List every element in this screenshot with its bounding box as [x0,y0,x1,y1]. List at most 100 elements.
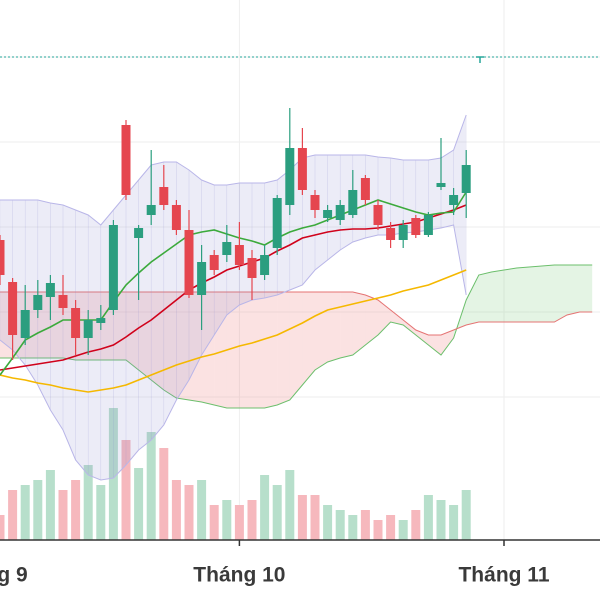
candle-body [58,295,68,308]
x-tick-label: Tháng 9 [0,564,28,587]
volume-bar [20,485,30,540]
cloud-fill [50,292,63,358]
candle-body [297,148,307,190]
volume-bar [373,520,383,540]
candle-body [108,225,118,310]
candle-body [121,125,131,195]
band-upper [0,114,467,226]
cloud-fill [365,295,378,345]
cloud-fill [126,292,139,370]
candle-body [423,215,433,235]
cloud-span-a [0,264,593,409]
cloud-fill [579,265,593,312]
cloud-fill [352,292,366,355]
volume-bar [386,515,396,540]
candle-body [96,318,106,323]
candle-body [411,218,421,235]
cloud-fill [289,292,303,400]
band-fill [440,149,454,229]
volume-bar [134,468,144,540]
candle-body [8,282,18,335]
candle-body [260,255,270,275]
cloud-fill [390,310,404,325]
volume-bar [398,520,408,540]
candle-body [449,195,459,205]
volume-bar [423,495,433,540]
cloud-fill [378,300,391,335]
candle-body [247,258,257,278]
cloud-fill [491,270,504,322]
volume-bar [297,495,307,540]
volume-bar [348,515,358,540]
cloud-fill [277,292,290,405]
volume-bar [121,440,131,540]
candle-body [234,245,244,265]
cloud-fill [302,292,315,385]
band-fill [75,209,89,476]
volume-bar [159,448,169,540]
candle-body [323,210,333,218]
candle-body [285,148,295,205]
cloud-fill [88,292,101,360]
cloud-fill [466,275,479,325]
cloud-fill [567,265,580,315]
volume-bar [146,432,156,540]
cloud-span-b [0,291,593,336]
volume-bar [0,515,5,540]
candle-body [83,320,93,338]
volume-bar [209,505,219,540]
candle-body [45,283,55,297]
volume-bar [58,490,68,540]
cloud-fill [516,267,530,322]
candle-body [33,295,43,310]
cloud-fill [264,292,278,408]
band-fill [87,214,102,481]
band-fill [50,202,64,431]
cloud-fill [201,292,215,405]
volume-bar [184,485,194,540]
cloud-fill [541,265,555,322]
volume-bar [310,495,320,540]
candle-body [461,165,471,193]
cloud-fill [176,292,189,400]
volume-bar [83,465,93,540]
candle-body [184,230,194,295]
x-tick-label: Tháng 10 [193,564,285,587]
volume-bar [197,480,207,540]
volume-bar [8,490,18,540]
volume-bar [260,475,270,540]
band-fill [239,182,253,306]
cloud-fill [428,335,441,355]
volume-bar [108,408,118,540]
band-fill [390,157,404,236]
cloud-fill [163,292,177,398]
volume-bar [33,480,43,540]
volume-bar [335,510,345,540]
price-marker [476,56,484,63]
candle-body [146,205,156,215]
cloud-fill [504,268,517,322]
candle-body [171,205,181,230]
volume-bar [285,470,295,540]
cloud-fill [403,320,416,335]
volume-bar [222,500,232,540]
candle-body [222,242,232,255]
candle-body [436,183,446,187]
candle-body [310,195,320,210]
volume-bar [234,505,244,540]
volume-bar [323,505,333,540]
volume-bar [71,480,81,540]
candle-body [209,255,219,270]
cloud-fill [441,330,454,355]
cloud-fill [138,292,152,380]
volume-bar [247,500,257,540]
candle-body [272,198,282,248]
volume-bar [461,490,471,540]
candle-body [71,308,81,338]
candle-body [20,310,30,338]
band-fill [24,199,39,386]
candle-body [0,240,5,275]
cloud-fill [327,292,341,362]
x-tick-label: Tháng 11 [458,564,549,587]
cloud-fill [315,292,328,370]
